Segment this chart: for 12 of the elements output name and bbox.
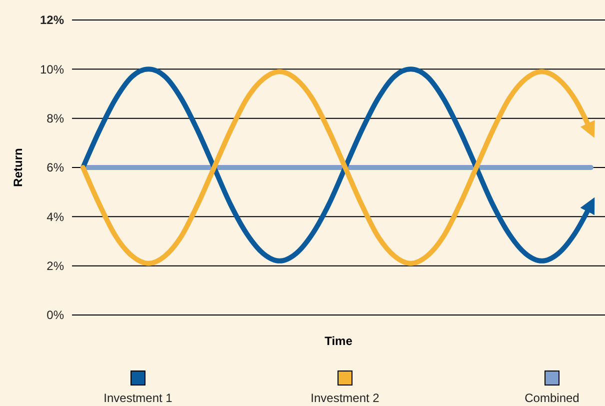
y-tick-label: 2% [46, 259, 64, 274]
x-axis-title: Time [324, 334, 353, 348]
legend-label: Combined [524, 391, 580, 405]
y-tick-label: 4% [46, 210, 64, 224]
legend-label: Investment 1 [104, 391, 173, 405]
y-tick-label: 0% [46, 308, 64, 322]
y-axis-title: Return [11, 148, 25, 187]
y-tick-label: 6% [46, 160, 64, 175]
y-tick-label: 8% [46, 112, 64, 126]
y-tick-label: 10% [40, 62, 64, 76]
legend-label: Investment 2 [310, 391, 380, 405]
y-tick-label: 12% [40, 13, 64, 28]
